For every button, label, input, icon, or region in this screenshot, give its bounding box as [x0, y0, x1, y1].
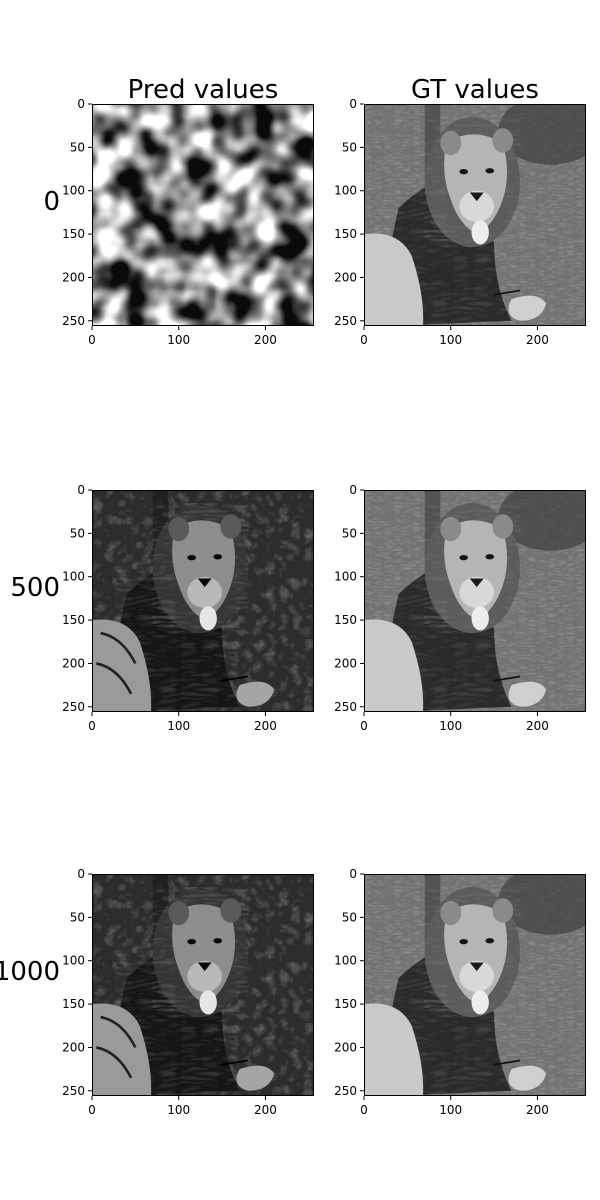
y-tick-label: 250	[334, 700, 357, 714]
x-tick-label: 100	[439, 1103, 462, 1117]
x-tick-label: 200	[254, 719, 277, 733]
axes-frame	[92, 874, 314, 1096]
y-tick-label: 250	[334, 314, 357, 328]
y-tick-label: 100	[334, 184, 357, 198]
y-tick-label: 0	[77, 867, 85, 881]
y-tick-label: 100	[334, 570, 357, 584]
y-tick-label: 100	[62, 184, 85, 198]
y-tick-label: 150	[62, 613, 85, 627]
x-tick-label: 0	[88, 1103, 96, 1117]
x-tick-label: 100	[439, 719, 462, 733]
x-tick-label: 0	[360, 1103, 368, 1117]
y-tick-label: 50	[342, 140, 357, 154]
y-tick-label: 0	[349, 97, 357, 111]
y-tick-label: 150	[62, 997, 85, 1011]
column-title-1: GT values	[411, 75, 539, 105]
x-tick-label: 0	[360, 333, 368, 347]
x-tick-label: 200	[526, 333, 549, 347]
row-label-2: 1000	[0, 957, 60, 987]
y-tick-label: 150	[334, 613, 357, 627]
y-tick-label: 50	[70, 526, 85, 540]
axes-frame	[364, 104, 586, 326]
x-tick-label: 100	[167, 719, 190, 733]
y-tick-label: 200	[334, 656, 357, 670]
y-tick-label: 0	[349, 867, 357, 881]
y-tick-label: 200	[62, 270, 85, 284]
axes-frame	[92, 104, 314, 326]
x-tick-label: 200	[526, 1103, 549, 1117]
y-tick-label: 0	[77, 483, 85, 497]
panel-image	[364, 95, 600, 326]
y-tick-label: 150	[334, 997, 357, 1011]
panel-2-1: 0 100 200 0 50 100 150 200 250	[334, 865, 600, 1117]
panel-image	[364, 481, 600, 712]
panel-image	[92, 104, 314, 326]
y-tick-label: 200	[334, 270, 357, 284]
x-tick-label: 0	[88, 719, 96, 733]
x-tick-label: 0	[360, 719, 368, 733]
panel-image	[364, 865, 600, 1096]
y-tick-label: 150	[334, 227, 357, 241]
column-title-0: Pred values	[128, 75, 279, 105]
x-tick-label: 0	[88, 333, 96, 347]
x-tick-label: 100	[167, 333, 190, 347]
axes-frame	[364, 490, 586, 712]
x-tick-label: 200	[254, 333, 277, 347]
y-tick-label: 250	[62, 1084, 85, 1098]
y-tick-label: 100	[334, 954, 357, 968]
y-tick-label: 0	[349, 483, 357, 497]
y-tick-label: 50	[70, 140, 85, 154]
y-tick-label: 100	[62, 954, 85, 968]
panel-image	[92, 874, 314, 1096]
y-tick-label: 50	[342, 526, 357, 540]
row-label-1: 500	[10, 573, 60, 603]
x-tick-label: 200	[254, 1103, 277, 1117]
x-tick-label: 100	[439, 333, 462, 347]
y-tick-label: 250	[62, 314, 85, 328]
panel-image	[92, 490, 314, 712]
y-tick-label: 250	[62, 700, 85, 714]
panel-2-0: 0 100 200 0 50 100 150 200 250	[62, 867, 314, 1117]
panel-1-1: 0 100 200 0 50 100 150 200 250	[334, 481, 600, 733]
x-tick-label: 100	[167, 1103, 190, 1117]
y-tick-label: 200	[62, 1040, 85, 1054]
axes-frame	[92, 490, 314, 712]
y-tick-label: 200	[334, 1040, 357, 1054]
y-tick-label: 150	[62, 227, 85, 241]
y-tick-label: 250	[334, 1084, 357, 1098]
panel-0-0: 0 100 200 0 50 100 150 200 250	[62, 97, 314, 347]
y-tick-label: 0	[77, 97, 85, 111]
y-tick-label: 50	[342, 910, 357, 924]
x-tick-label: 200	[526, 719, 549, 733]
panel-1-0: 0 100 200 0 50 100 150 200 250	[62, 483, 314, 733]
y-tick-label: 100	[62, 570, 85, 584]
panel-0-1: 0 100 200 0 50 100 150 200 250	[334, 95, 600, 347]
y-tick-label: 200	[62, 656, 85, 670]
axes-frame	[364, 874, 586, 1096]
y-tick-label: 50	[70, 910, 85, 924]
row-label-0: 0	[43, 187, 60, 217]
